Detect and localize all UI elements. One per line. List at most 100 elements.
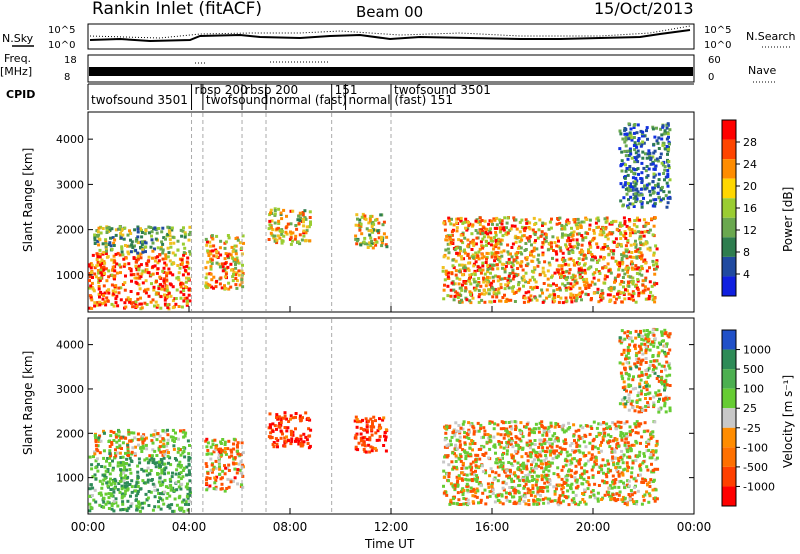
colorbar-cell-1 bbox=[722, 139, 736, 160]
colorbar-cell-5 bbox=[722, 217, 736, 238]
colorbar-cell-8 bbox=[722, 486, 736, 506]
colorbar-cell-6 bbox=[722, 447, 736, 467]
scatter-region-4 bbox=[354, 212, 389, 250]
nsearch-trace bbox=[89, 25, 691, 39]
colorbar-cell-5 bbox=[722, 427, 736, 448]
colorbar-tick-1: 500 bbox=[743, 363, 764, 376]
velocity-data bbox=[88, 319, 672, 513]
x-axis-ticks: 00:00 04:00 08:00 12:00 16:00 20:00 00:00 bbox=[71, 306, 712, 534]
nave-label: Nave bbox=[748, 64, 776, 77]
colorbar-cell-8 bbox=[722, 276, 736, 296]
y-tick-label-3: 4000 bbox=[56, 339, 84, 352]
cpid-segment-4: normal (fast) bbox=[269, 93, 347, 107]
velocity-colorbar: 1000 500 100 25 -25 -100 -500 -1000 bbox=[721, 329, 775, 507]
colorbar-cell-4 bbox=[722, 408, 736, 428]
y-tick-label-2: 3000 bbox=[56, 383, 84, 396]
x-tick-label-4: 16:00 bbox=[475, 520, 510, 534]
nave-trace bbox=[195, 61, 330, 64]
cpid-label: CPID bbox=[6, 88, 35, 101]
freq-unit: [MHz] bbox=[0, 65, 32, 78]
colorbar-tick-2: 100 bbox=[743, 383, 764, 396]
colorbar-tick-4: -25 bbox=[743, 422, 761, 435]
colorbar-cell-4 bbox=[722, 198, 736, 218]
nsky-tick-bottom: 10^0 bbox=[48, 40, 75, 51]
colorbar-cell-2 bbox=[722, 159, 736, 179]
scatter-region-1 bbox=[93, 225, 192, 255]
y-tick-label-3: 4000 bbox=[56, 133, 84, 146]
scatter-region-2 bbox=[204, 234, 245, 291]
scatter-region-3 bbox=[267, 411, 313, 450]
scatter-region-2 bbox=[204, 437, 245, 493]
power-colorbar-label: Power [dB] bbox=[781, 187, 795, 252]
y-tick-label-1: 2000 bbox=[56, 224, 84, 237]
power-ylabel: Slant Range [km] bbox=[21, 148, 35, 252]
colorbar-tick-3: 16 bbox=[743, 202, 757, 215]
nsky-tick-top: 10^5 bbox=[48, 25, 75, 36]
colorbar-cell-2 bbox=[722, 369, 736, 389]
power-yticks: 1000 2000 3000 4000 bbox=[56, 133, 694, 282]
x-tick-label-0: 00:00 bbox=[71, 520, 106, 534]
colorbar-cell-0 bbox=[722, 120, 736, 140]
colorbar-cell-6 bbox=[722, 237, 736, 257]
scatter-region-5 bbox=[441, 216, 659, 305]
colorbar-tick-4: 12 bbox=[743, 224, 757, 237]
nsky-trace bbox=[89, 29, 691, 43]
freq-tick-bottom: 8 bbox=[64, 72, 70, 83]
colorbar-tick-0: 28 bbox=[743, 136, 757, 149]
y-tick-label-0: 1000 bbox=[56, 269, 84, 282]
freq-right-tick-bottom: 0 bbox=[708, 72, 714, 83]
x-tick-label-3: 12:00 bbox=[374, 520, 409, 534]
freq-band bbox=[89, 67, 693, 76]
freq-right-tick-top: 60 bbox=[708, 55, 721, 66]
colorbar-cell-3 bbox=[722, 388, 736, 409]
cpid-segment-6: normal (fast) 151 bbox=[349, 93, 453, 107]
cpid-segment-2: twofsound bbox=[206, 93, 269, 107]
scatter-region-0 bbox=[88, 251, 192, 311]
scatter-region-4 bbox=[353, 415, 389, 454]
velocity-colorbar-label: Velocity [m s⁻¹] bbox=[781, 375, 795, 468]
x-tick-label-2: 08:00 bbox=[273, 520, 308, 534]
velocity-ylabel: Slant Range [km] bbox=[21, 351, 35, 455]
freq-frame bbox=[87, 54, 695, 83]
colorbar-cell-7 bbox=[722, 466, 736, 487]
power-colorbar: 28 24 20 16 12 8 4 bbox=[721, 119, 757, 297]
colorbar-tick-7: -1000 bbox=[743, 480, 775, 493]
x-tick-label-5: 20:00 bbox=[576, 520, 611, 534]
cpid-segment-1: rbsp 200 bbox=[195, 83, 248, 97]
colorbar-cell-0 bbox=[722, 330, 736, 350]
y-tick-label-0: 1000 bbox=[56, 472, 84, 485]
date-title: 15/Oct/2013 bbox=[594, 0, 694, 18]
y-tick-label-1: 2000 bbox=[56, 427, 84, 440]
freq-label: Freq. bbox=[4, 52, 31, 65]
colorbar-tick-3: 25 bbox=[743, 402, 757, 415]
nsky-label: N.Sky bbox=[2, 32, 34, 45]
nsearch-label: N.Search bbox=[746, 30, 796, 43]
scatter-region-1 bbox=[93, 428, 191, 458]
colorbar-tick-5: -100 bbox=[743, 441, 768, 454]
cpid-segment-5: 151 bbox=[335, 83, 358, 97]
colorbar-tick-0: 1000 bbox=[743, 344, 771, 357]
beam-title: Beam 00 bbox=[356, 3, 423, 21]
nsky-right-tick-top: 10^5 bbox=[704, 25, 731, 36]
colorbar-cell-7 bbox=[722, 256, 736, 277]
colorbar-cell-3 bbox=[722, 178, 736, 199]
colorbar-cell-1 bbox=[722, 349, 736, 370]
colorbar-tick-1: 24 bbox=[743, 158, 757, 171]
scatter-region-6 bbox=[618, 122, 672, 210]
colorbar-tick-5: 8 bbox=[743, 246, 750, 259]
station-title: Rankin Inlet (fitACF) bbox=[92, 0, 262, 19]
velocity-yticks: 1000 2000 3000 4000 bbox=[56, 339, 694, 485]
x-tick-label-1: 04:00 bbox=[172, 520, 207, 534]
scatter-region-6 bbox=[618, 327, 672, 414]
power-data bbox=[88, 113, 672, 311]
x-axis-label: Time UT bbox=[364, 537, 415, 551]
scatter-region-3 bbox=[267, 207, 312, 246]
colorbar-tick-6: 4 bbox=[743, 268, 750, 281]
freq-tick-top: 18 bbox=[64, 55, 77, 66]
colorbar-tick-2: 20 bbox=[743, 180, 757, 193]
cpid-segment-3: rbsp 200 bbox=[245, 83, 298, 97]
y-tick-label-2: 3000 bbox=[56, 178, 84, 191]
x-tick-label-6: 00:00 bbox=[677, 520, 712, 534]
